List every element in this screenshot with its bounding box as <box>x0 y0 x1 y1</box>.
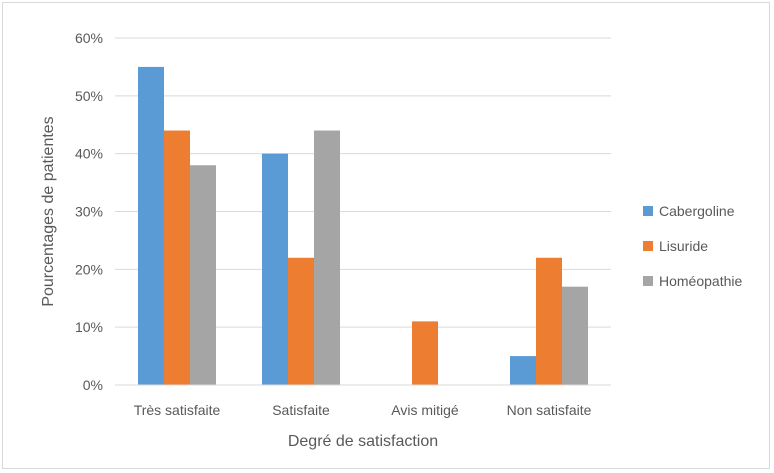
bar-lisuride-4 <box>536 257 562 385</box>
legend-label: Homéopathie <box>659 273 742 289</box>
y-tick-label: 10% <box>75 319 103 335</box>
bar-cabergoline-2 <box>262 153 288 385</box>
y-tick-label: 60% <box>75 30 103 46</box>
x-tick-label: Non satisfaite <box>507 402 592 418</box>
x-tick-label: Satisfaite <box>272 402 330 418</box>
legend: Cabergoline Lisuride Homéopathie <box>643 203 742 289</box>
y-axis-ticks: 0% 10% 20% 30% 40% 50% 60% <box>75 30 103 393</box>
y-axis-title: Pourcentages de patientes <box>40 116 57 306</box>
bar-cabergoline-1 <box>138 66 164 385</box>
y-tick-label: 0% <box>83 377 103 393</box>
bar-cabergoline-4 <box>510 356 536 385</box>
bars <box>138 66 588 385</box>
chart-frame: 0% 10% 20% 30% 40% 50% 60% Très satisfaite Sati… <box>2 2 770 469</box>
legend-swatch-cabergoline <box>643 206 653 216</box>
y-tick-label: 50% <box>75 88 103 104</box>
bar-lisuride-2 <box>288 257 314 385</box>
x-axis-ticks: Très satisfaite Satisfaite Avis mitigé Non … <box>134 402 592 418</box>
bar-homéopathie-1 <box>190 165 216 385</box>
bar-homéopathie-4 <box>562 286 588 385</box>
bar-chart: 0% 10% 20% 30% 40% 50% 60% Très satisfaite Sati… <box>40 30 742 450</box>
y-tick-label: 20% <box>75 261 103 277</box>
legend-label: Lisuride <box>659 238 708 254</box>
bar-lisuride-1 <box>164 130 190 385</box>
legend-swatch-lisuride <box>643 241 653 251</box>
bar-lisuride-3 <box>412 321 438 385</box>
legend-swatch-homéopathie <box>643 276 653 286</box>
x-axis-title: Degré de satisfaction <box>288 433 438 450</box>
legend-label: Cabergoline <box>659 203 735 219</box>
x-tick-label: Avis mitigé <box>391 402 459 418</box>
y-tick-label: 40% <box>75 146 103 162</box>
x-tick-label: Très satisfaite <box>134 402 221 418</box>
y-tick-label: 30% <box>75 204 103 220</box>
bar-homéopathie-2 <box>314 130 340 385</box>
